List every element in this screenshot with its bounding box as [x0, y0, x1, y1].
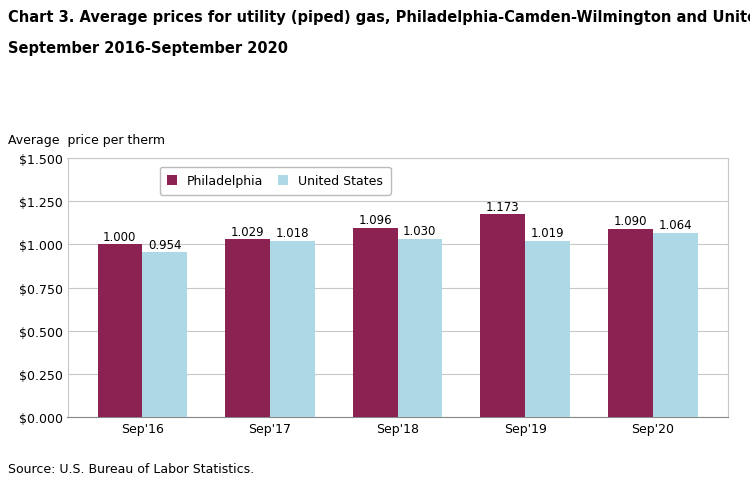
- Text: Source: U.S. Bureau of Labor Statistics.: Source: U.S. Bureau of Labor Statistics.: [8, 462, 254, 475]
- Text: 1.173: 1.173: [486, 200, 520, 213]
- Text: 1.029: 1.029: [231, 225, 264, 238]
- Text: 1.018: 1.018: [275, 227, 309, 240]
- Bar: [142, 253, 187, 418]
- Text: September 2016-September 2020: September 2016-September 2020: [8, 41, 287, 56]
- Text: 0.954: 0.954: [148, 238, 182, 251]
- Bar: [98, 245, 142, 418]
- Bar: [652, 234, 698, 418]
- Text: Average  price per therm: Average price per therm: [8, 133, 164, 146]
- Text: 1.096: 1.096: [358, 214, 392, 227]
- Text: 1.000: 1.000: [104, 230, 136, 243]
- Text: Chart 3. Average prices for utility (piped) gas, Philadelphia-Camden-Wilmington : Chart 3. Average prices for utility (pip…: [8, 10, 750, 24]
- Bar: [608, 229, 652, 418]
- Text: 1.019: 1.019: [531, 227, 564, 240]
- Text: 1.064: 1.064: [658, 219, 692, 232]
- Bar: [525, 241, 570, 418]
- Text: 1.090: 1.090: [614, 215, 647, 228]
- Bar: [398, 240, 442, 418]
- Bar: [352, 228, 398, 418]
- Bar: [481, 215, 525, 418]
- Bar: [225, 240, 270, 418]
- Text: 1.030: 1.030: [404, 225, 436, 238]
- Bar: [270, 242, 314, 418]
- Legend: Philadelphia, United States: Philadelphia, United States: [160, 167, 391, 195]
